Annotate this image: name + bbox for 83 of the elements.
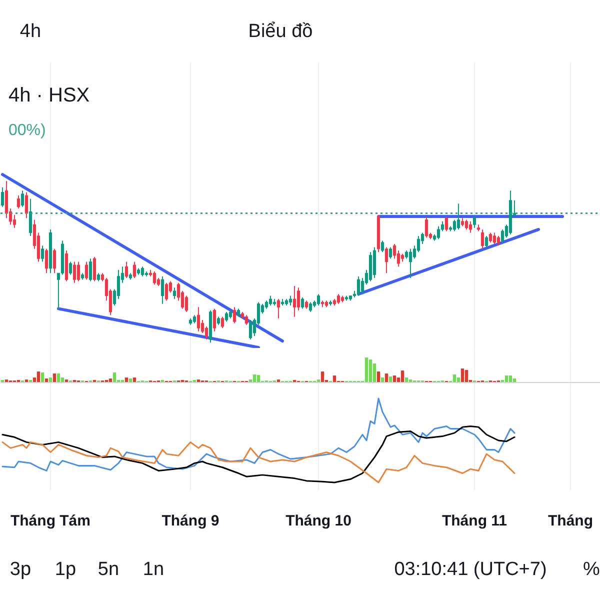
candlestick bbox=[468, 220, 472, 234]
text: 3p bbox=[10, 559, 32, 580]
candlestick bbox=[296, 287, 300, 311]
candlestick bbox=[172, 287, 176, 300]
candlestick bbox=[72, 261, 76, 284]
bar bbox=[368, 360, 372, 382]
candlestick bbox=[484, 235, 488, 248]
candlestick bbox=[276, 298, 280, 319]
candlestick bbox=[160, 276, 164, 304]
candlestick bbox=[212, 308, 216, 332]
x-tick-label: Tháng bbox=[548, 512, 594, 530]
candlestick bbox=[452, 219, 456, 232]
candlestick bbox=[76, 261, 80, 282]
candlestick bbox=[196, 306, 200, 332]
candlestick bbox=[204, 326, 208, 340]
candlestick bbox=[496, 235, 500, 246]
chart-title: 4h · HSX bbox=[8, 84, 90, 106]
candlestick bbox=[268, 295, 272, 306]
candlestick bbox=[92, 256, 96, 282]
x-tick-label: Tháng 10 bbox=[286, 512, 352, 530]
x-tick-label: Tháng 11 bbox=[442, 512, 508, 530]
candlestick bbox=[292, 286, 296, 318]
bar bbox=[364, 358, 368, 382]
candlestick bbox=[472, 214, 476, 228]
candlestick bbox=[44, 248, 48, 274]
candlestick bbox=[68, 261, 72, 276]
candlestick bbox=[380, 240, 384, 253]
candlestick bbox=[40, 245, 44, 262]
candlestick bbox=[220, 316, 224, 329]
candlestick bbox=[456, 203, 460, 230]
candlestick bbox=[152, 271, 156, 285]
candlestick bbox=[140, 266, 144, 277]
text: 4h bbox=[20, 21, 42, 42]
text: 1n bbox=[142, 559, 164, 580]
bar bbox=[400, 370, 404, 382]
candlestick bbox=[388, 246, 392, 260]
candlestick bbox=[300, 296, 304, 310]
x-tick-label: Tháng 9 bbox=[162, 512, 220, 530]
candlestick bbox=[132, 261, 136, 278]
candlestick bbox=[464, 219, 468, 230]
candlestick bbox=[356, 276, 360, 296]
bar bbox=[372, 364, 376, 382]
candlestick bbox=[4, 180, 8, 219]
candlestick bbox=[492, 232, 496, 245]
candlestick bbox=[360, 277, 364, 295]
candlestick bbox=[184, 295, 188, 312]
candlestick bbox=[124, 261, 128, 278]
candlestick bbox=[164, 282, 168, 302]
candlestick bbox=[308, 302, 312, 312]
text: 1p bbox=[54, 559, 76, 580]
candlestick bbox=[500, 228, 504, 243]
x-tick-label: Tháng Tám bbox=[10, 512, 91, 530]
candlestick bbox=[480, 228, 484, 250]
candlestick bbox=[396, 250, 400, 268]
bar bbox=[464, 370, 468, 382]
candlestick bbox=[436, 226, 440, 240]
text: 5n bbox=[98, 559, 120, 580]
candlestick bbox=[316, 294, 320, 306]
candlestick bbox=[224, 311, 228, 322]
candlestick bbox=[24, 192, 28, 219]
candlestick bbox=[88, 258, 92, 282]
bar bbox=[460, 368, 464, 382]
candlestick bbox=[408, 248, 412, 278]
candlestick bbox=[232, 306, 236, 324]
text: 03:10:41 (UTC+7) bbox=[394, 559, 547, 580]
candlestick bbox=[248, 320, 252, 340]
candlestick bbox=[16, 195, 20, 209]
candlestick bbox=[244, 314, 248, 326]
candlestick bbox=[84, 261, 88, 280]
candlestick bbox=[384, 246, 388, 274]
candlestick bbox=[424, 216, 428, 238]
candlestick bbox=[28, 198, 32, 236]
chart-subtitle: 00%) bbox=[8, 122, 46, 139]
candlestick bbox=[52, 248, 56, 274]
candlestick bbox=[444, 216, 448, 232]
candlestick bbox=[12, 214, 16, 228]
candlestick bbox=[488, 232, 492, 243]
candlestick bbox=[288, 295, 292, 306]
candlestick bbox=[336, 294, 340, 304]
candlestick bbox=[20, 190, 24, 208]
text: Biểu đồ bbox=[248, 21, 313, 42]
text: % bbox=[583, 559, 600, 580]
candlestick bbox=[0, 186, 4, 208]
